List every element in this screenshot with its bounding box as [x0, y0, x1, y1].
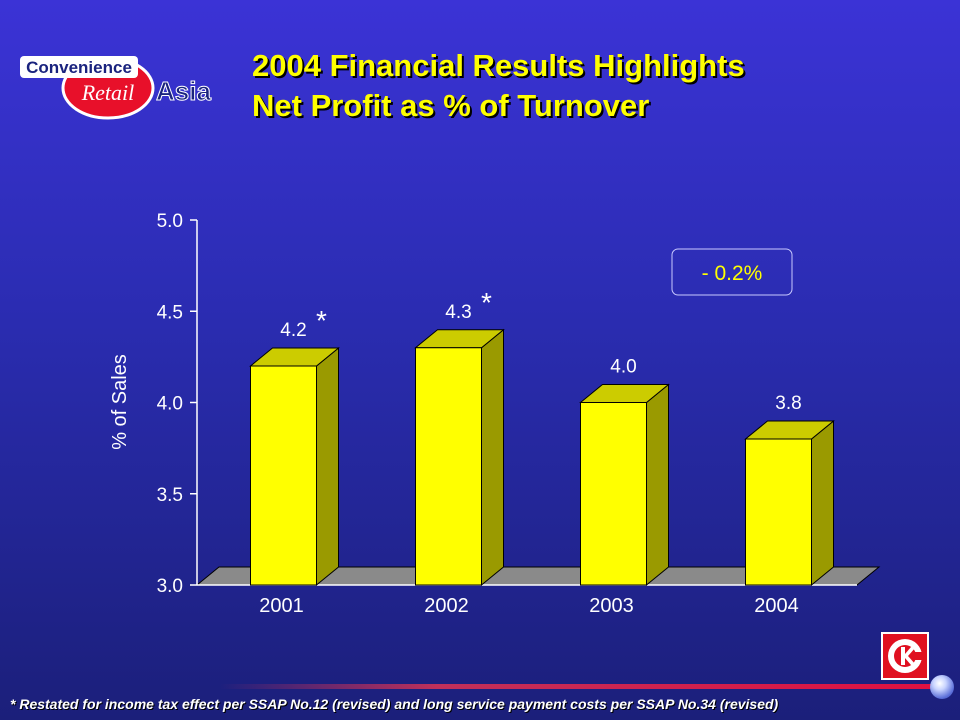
title-line1: 2004 Financial Results Highlights [252, 48, 745, 83]
bar-side [481, 328, 504, 587]
bar-front [580, 402, 647, 586]
bar-2004 [744, 419, 835, 587]
restated-marker: * [316, 305, 327, 336]
y-tick-label: 5.0 [157, 211, 183, 232]
data-label: 4.3 [445, 302, 471, 323]
title-line2: Net Profit as % of Turnover [252, 88, 650, 123]
x-tick-label: 2004 [754, 595, 799, 617]
bar-side [316, 346, 339, 587]
bar-front [415, 347, 482, 586]
logo-line2: Retail [81, 80, 135, 105]
data-label: 4.0 [610, 357, 636, 378]
bar-front [250, 365, 317, 586]
y-tick-label: 4.0 [157, 394, 183, 415]
restated-marker: * [481, 287, 492, 318]
bar-side [811, 419, 834, 587]
change-annotation-box [671, 248, 793, 296]
footnote: * Restated for income tax effect per SSA… [10, 696, 779, 712]
orb-icon [930, 675, 954, 699]
x-tick-label: 2003 [589, 595, 634, 617]
y-tick-label: 3.0 [157, 576, 183, 597]
footer-divider [220, 684, 942, 689]
data-label: 3.8 [775, 393, 801, 414]
x-tick-label: 2002 [424, 595, 469, 617]
y-tick-label: 3.5 [157, 485, 183, 506]
bar-2002 [414, 328, 505, 587]
data-label: 4.2 [280, 320, 306, 341]
bar-2003 [579, 383, 670, 587]
circle-k-icon [881, 632, 929, 680]
bar-side [646, 383, 669, 587]
change-annotation: - 0.2% [702, 262, 763, 285]
logo-line1: Convenience [26, 58, 132, 77]
bar-front [745, 438, 812, 586]
bar-2001 [249, 346, 340, 587]
page-title: 2004 Financial Results Highlights Net Pr… [252, 46, 745, 126]
y-tick-label: 4.5 [157, 302, 183, 323]
convenience-retail-asia-logo: Convenience Retail Asia [20, 56, 212, 120]
logo-line3: Asia [156, 76, 211, 106]
y-axis-label: % of Sales [109, 354, 131, 450]
x-tick-label: 2001 [259, 595, 304, 617]
